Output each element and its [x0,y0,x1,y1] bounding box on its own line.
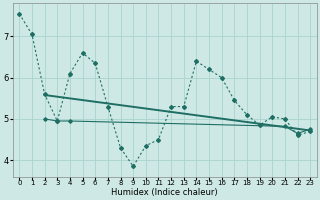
X-axis label: Humidex (Indice chaleur): Humidex (Indice chaleur) [111,188,218,197]
